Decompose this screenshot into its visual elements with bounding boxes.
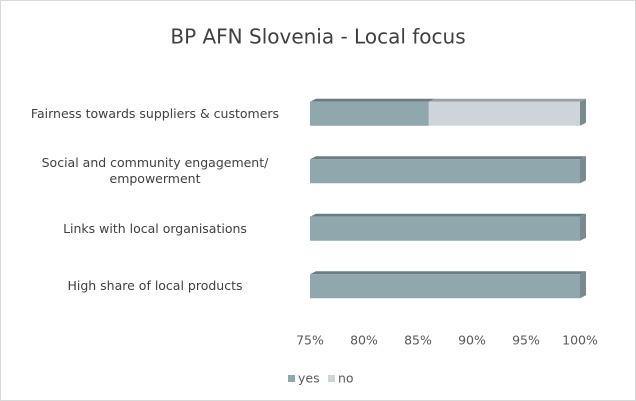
- x-tick-label: 100%: [562, 333, 598, 348]
- x-tick-label: 85%: [404, 333, 432, 348]
- bar-top: [310, 213, 586, 217]
- legend-label: no: [338, 371, 354, 386]
- legend-swatch: [288, 375, 295, 382]
- bar: [428, 101, 580, 126]
- x-tick-label: 95%: [512, 333, 540, 348]
- bar-side: [580, 156, 586, 184]
- y-tick-label: Fairness towards suppliers & customers: [30, 105, 280, 121]
- y-tick-label: Social and community engagement/ empower…: [41, 155, 269, 187]
- bar-top: [310, 271, 586, 275]
- bar: [310, 216, 580, 241]
- bar: [310, 159, 580, 184]
- bar: [310, 101, 429, 126]
- legend-label: yes: [298, 371, 320, 386]
- bar-top: [428, 98, 586, 102]
- x-tick-label: 80%: [350, 333, 378, 348]
- bar-top: [310, 156, 586, 160]
- x-tick-label: 90%: [458, 333, 486, 348]
- y-tick-label: Links with local organisations: [63, 220, 247, 236]
- bar: [310, 274, 580, 299]
- bar-side: [580, 271, 586, 299]
- bar-side: [580, 98, 586, 126]
- x-tick-label: 75%: [296, 333, 324, 348]
- bar-side: [580, 213, 586, 241]
- y-tick-label: High share of local products: [67, 278, 243, 294]
- bar-top: [310, 98, 435, 102]
- chart-title: BP AFN Slovenia - Local focus: [170, 25, 465, 49]
- legend-swatch: [328, 375, 335, 382]
